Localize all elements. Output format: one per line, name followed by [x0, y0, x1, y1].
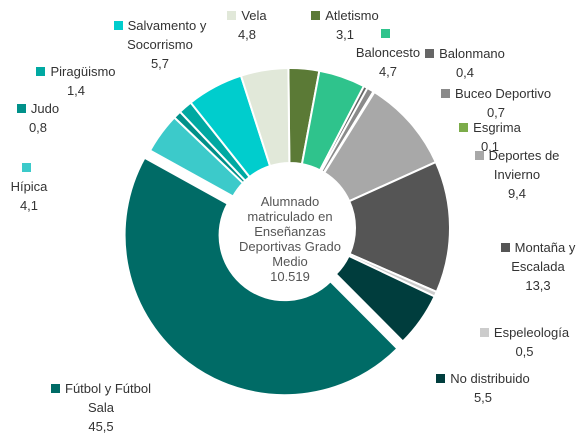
category-name: Piragüismo — [50, 64, 116, 79]
legend-swatch — [381, 29, 390, 38]
slice-label: Atletismo 3,1 — [310, 6, 380, 44]
category-name: Hípica — [10, 179, 48, 194]
legend-swatch — [440, 89, 450, 98]
value-label: 1,4 — [66, 83, 86, 98]
legend-swatch — [500, 243, 510, 252]
legend-swatch — [16, 104, 26, 113]
legend-swatch — [311, 11, 321, 20]
category-name: Vela — [241, 8, 267, 23]
category-name: Balonmano — [439, 46, 505, 61]
value-label: 0,8 — [28, 120, 48, 135]
slice-label: Judo 0,8 — [14, 99, 62, 137]
legend-swatch — [51, 384, 60, 393]
category-name: Esgrima — [473, 120, 521, 135]
legend-swatch — [22, 163, 31, 172]
slice-label: Salvamento y Socorrismo 5,7 — [100, 16, 220, 73]
value-label: 3,1 — [335, 27, 355, 42]
slice-label: Hípica 4,1 — [6, 158, 52, 215]
legend-swatch — [113, 21, 123, 30]
slice-label: Balonmano 0,4 — [415, 44, 515, 82]
value-label: 0,1 — [480, 139, 500, 154]
slice-label: Fútbol y Fútbol Sala 45,5 — [40, 379, 162, 434]
legend-swatch — [474, 151, 484, 160]
slice-label: Baloncesto 4,7 — [350, 24, 426, 81]
value-label: 5,7 — [150, 56, 170, 71]
category-name: Atletismo — [325, 8, 379, 23]
center-text: Alumnado matriculado en Enseñanzas Depor… — [230, 194, 350, 284]
value-label: 13,3 — [525, 278, 551, 293]
slice-label: Deportes de Invierno 9,4 — [462, 146, 572, 203]
value-label: 9,4 — [507, 186, 527, 201]
legend-swatch — [227, 11, 237, 20]
value-label: 5,5 — [473, 390, 493, 405]
value-label: 0,5 — [515, 344, 534, 359]
slice-label: Esgrima 0,1 — [455, 118, 525, 156]
category-name: Judo — [30, 101, 60, 116]
slice-label: Piragüismo 1,4 — [28, 62, 124, 100]
category-name: Salvamento y Socorrismo — [127, 18, 207, 52]
category-name: Buceo Deportivo — [454, 86, 552, 101]
slice-label: Vela 4,8 — [220, 6, 274, 44]
legend-swatch — [436, 374, 446, 383]
category-name: Fútbol y Fútbol Sala — [65, 381, 151, 415]
slice — [123, 156, 399, 397]
slice-label: Montaña y Escalada 13,3 — [488, 238, 578, 295]
value-label: 45,5 — [88, 419, 114, 434]
value-label: 0,7 — [486, 105, 506, 120]
center-label: Alumnado matriculado en Enseñanzas Depor… — [239, 194, 341, 269]
slice — [239, 66, 291, 168]
slice-label: Buceo Deportivo 0,7 — [436, 84, 556, 122]
slice — [334, 254, 436, 343]
legend-swatch — [479, 328, 489, 337]
legend-swatch — [459, 123, 469, 132]
category-name: Espeleología — [493, 325, 570, 340]
slice-label: No distribuido 5,5 — [422, 369, 544, 407]
center-value: 10.519 — [270, 269, 310, 284]
category-name: Baloncesto — [355, 45, 421, 60]
value-label: 4,7 — [378, 64, 398, 79]
value-label: 4,1 — [19, 198, 39, 213]
value-label: 0,4 — [455, 65, 475, 80]
slice-label: Espeleología 0,5 — [472, 323, 577, 361]
category-name: Montaña y Escalada — [511, 240, 576, 274]
value-label: 4,8 — [237, 27, 257, 42]
legend-swatch — [425, 49, 435, 58]
category-name: No distribuido — [450, 371, 530, 386]
category-name: Deportes de Invierno — [488, 148, 560, 182]
legend-swatch — [36, 67, 46, 76]
